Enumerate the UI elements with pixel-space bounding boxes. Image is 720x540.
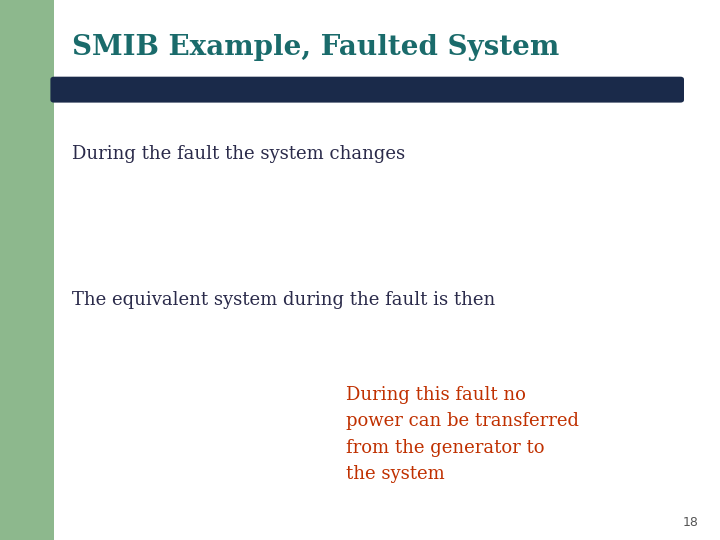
Text: During this fault no
power can be transferred
from the generator to
the system: During this fault no power can be transf… (346, 386, 579, 483)
Text: SMIB Example, Faulted System: SMIB Example, Faulted System (72, 33, 559, 60)
Bar (0, 0, 54, 540)
Text: The equivalent system during the fault is then: The equivalent system during the fault i… (72, 291, 495, 309)
Text: During the fault the system changes: During the fault the system changes (72, 145, 405, 163)
FancyBboxPatch shape (50, 77, 684, 103)
Text: 18: 18 (683, 516, 698, 529)
